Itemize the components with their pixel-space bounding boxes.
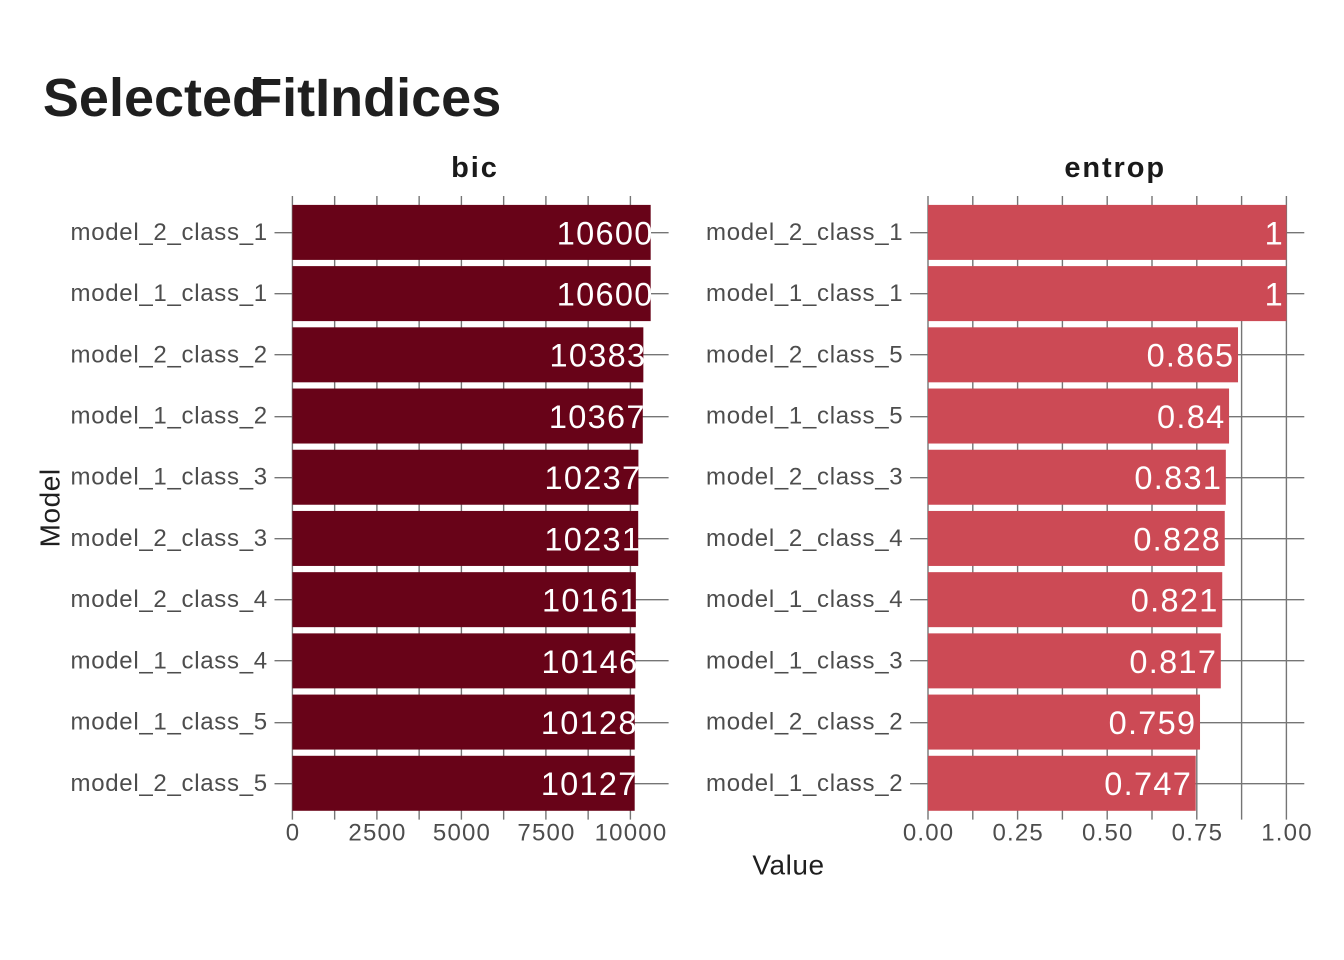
svg-text:Selected: Selected [43,68,265,128]
svg-text:model_1_class_3: model_1_class_3 [71,464,268,491]
svg-text:0.00: 0.00 [903,820,955,847]
svg-text:model_2_class_3: model_2_class_3 [706,464,903,491]
svg-text:10237: 10237 [545,460,642,496]
svg-text:10383: 10383 [549,338,646,374]
svg-text:10231: 10231 [544,521,641,557]
svg-text:model_2_class_5: model_2_class_5 [71,770,268,797]
svg-text:model_1_class_2: model_1_class_2 [706,770,903,797]
svg-text:0.84: 0.84 [1157,399,1225,435]
svg-text:1: 1 [1265,277,1284,313]
svg-text:model_1_class_2: model_1_class_2 [71,403,268,430]
svg-text:bic: bic [451,152,499,184]
svg-text:model_2_class_3: model_2_class_3 [71,525,268,552]
svg-text:model_2_class_4: model_2_class_4 [706,525,903,552]
svg-text:0.50: 0.50 [1082,820,1134,847]
svg-text:0.831: 0.831 [1134,460,1222,496]
svg-text:10367: 10367 [549,399,646,435]
svg-text:0.865: 0.865 [1147,338,1235,374]
svg-text:entrop: entrop [1064,152,1166,184]
svg-text:0.828: 0.828 [1133,521,1221,557]
svg-text:model_1_class_5: model_1_class_5 [71,709,268,736]
svg-text:5000: 5000 [433,820,491,847]
svg-text:0: 0 [286,820,301,847]
svg-text:model_2_class_2: model_2_class_2 [706,709,903,736]
svg-text:0.759: 0.759 [1109,705,1197,741]
svg-text:10161: 10161 [542,583,639,619]
svg-text:model_2_class_4: model_2_class_4 [71,586,268,613]
svg-text:0.821: 0.821 [1131,583,1219,619]
svg-text:0.817: 0.817 [1129,644,1217,680]
svg-text:7500: 7500 [517,820,575,847]
svg-text:2500: 2500 [348,820,406,847]
svg-text:Value: Value [752,850,824,881]
svg-text:1: 1 [1265,215,1284,251]
svg-text:10000: 10000 [595,820,668,847]
svg-text:model_1_class_4: model_1_class_4 [706,586,903,613]
svg-text:model_2_class_5: model_2_class_5 [706,341,903,368]
svg-text:model_2_class_1: model_2_class_1 [706,219,903,246]
svg-text:10128: 10128 [541,705,638,741]
svg-text:10127: 10127 [541,766,638,802]
svg-text:model_1_class_1: model_1_class_1 [71,280,268,307]
svg-text:10600: 10600 [557,277,654,313]
svg-text:model_1_class_3: model_1_class_3 [706,647,903,674]
svg-text:10146: 10146 [541,644,638,680]
svg-text:model_1_class_5: model_1_class_5 [706,403,903,430]
svg-text:10600: 10600 [557,215,654,251]
svg-text:model_1_class_4: model_1_class_4 [71,647,268,674]
svg-text:1.00: 1.00 [1261,820,1313,847]
svg-text:model_2_class_1: model_2_class_1 [71,219,268,246]
svg-text:Model: Model [35,468,66,547]
svg-text:model_1_class_1: model_1_class_1 [706,280,903,307]
svg-text:0.747: 0.747 [1104,766,1192,802]
svg-text:model_2_class_2: model_2_class_2 [71,341,268,368]
svg-text:0.25: 0.25 [992,820,1044,847]
svg-text:FitIndices: FitIndices [249,68,501,128]
svg-text:0.75: 0.75 [1172,820,1224,847]
